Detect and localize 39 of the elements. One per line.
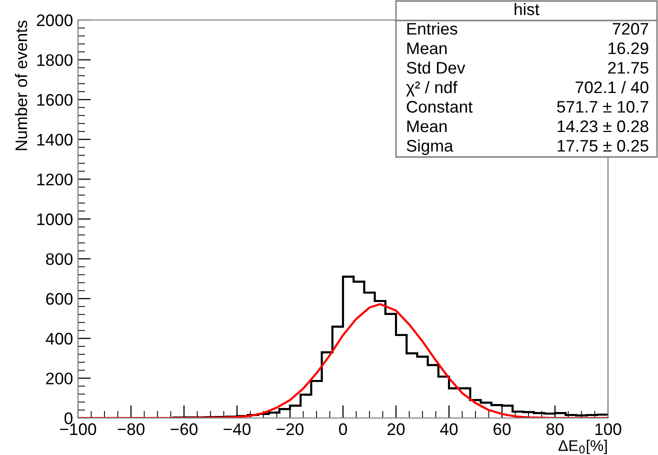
x-tick-label: 0 (339, 423, 347, 436)
y-tick-label: 1800 (37, 54, 72, 66)
text: hist (514, 2, 540, 16)
x-tick-label: 60 (494, 423, 511, 436)
annotation: 17.75 ± 0.25 (558, 140, 648, 152)
x-tick-label: 20 (388, 423, 405, 436)
text: 16.29 (608, 42, 648, 54)
y-tick-label: 1400 (37, 134, 72, 146)
x-tick-label: 40 (440, 423, 458, 436)
annotation: Entries (407, 22, 458, 35)
x-tick-label: 100 (595, 423, 622, 436)
y-axis-title: Number of events (14, 20, 28, 150)
y-tick-label: 1600 (37, 94, 72, 106)
annotation: Mean (407, 120, 447, 132)
x-tick-label: 80 (546, 423, 564, 436)
x-tick-label: −20 (276, 423, 304, 436)
annotation: χ² / ndf (406, 80, 458, 97)
x-tick-label: −80 (118, 423, 144, 436)
annotation: Std Dev (406, 61, 466, 74)
x-tick-label: −40 (224, 423, 250, 436)
annotation: Mean (407, 42, 447, 54)
y-tick-label: 2000 (36, 14, 72, 26)
y-tick-label: 400 (46, 332, 72, 345)
annotation: Constant (406, 100, 473, 113)
y-tick-label: 600 (46, 293, 72, 305)
annotation: 702.1 / 40 (576, 80, 648, 94)
y-tick-label: 800 (46, 253, 72, 266)
y-tick-label: 200 (46, 372, 72, 384)
y-tick-label: 1000 (37, 213, 72, 226)
text: 21.75 (608, 62, 648, 74)
text: 7207 (612, 22, 648, 35)
annotation: 571.7 ± 10.7 (557, 100, 648, 113)
annotation: Sigma (406, 139, 454, 156)
x-tick-label: −100 (60, 423, 96, 436)
y-tick-label: 1200 (37, 174, 72, 186)
x-tick-label: −60 (170, 423, 198, 436)
x-axis-title: ΔE$_{0}$[%] (558, 440, 607, 454)
y-tick-label: 0 (64, 412, 72, 424)
annotation: 14.23 ± 0.28 (558, 120, 648, 132)
